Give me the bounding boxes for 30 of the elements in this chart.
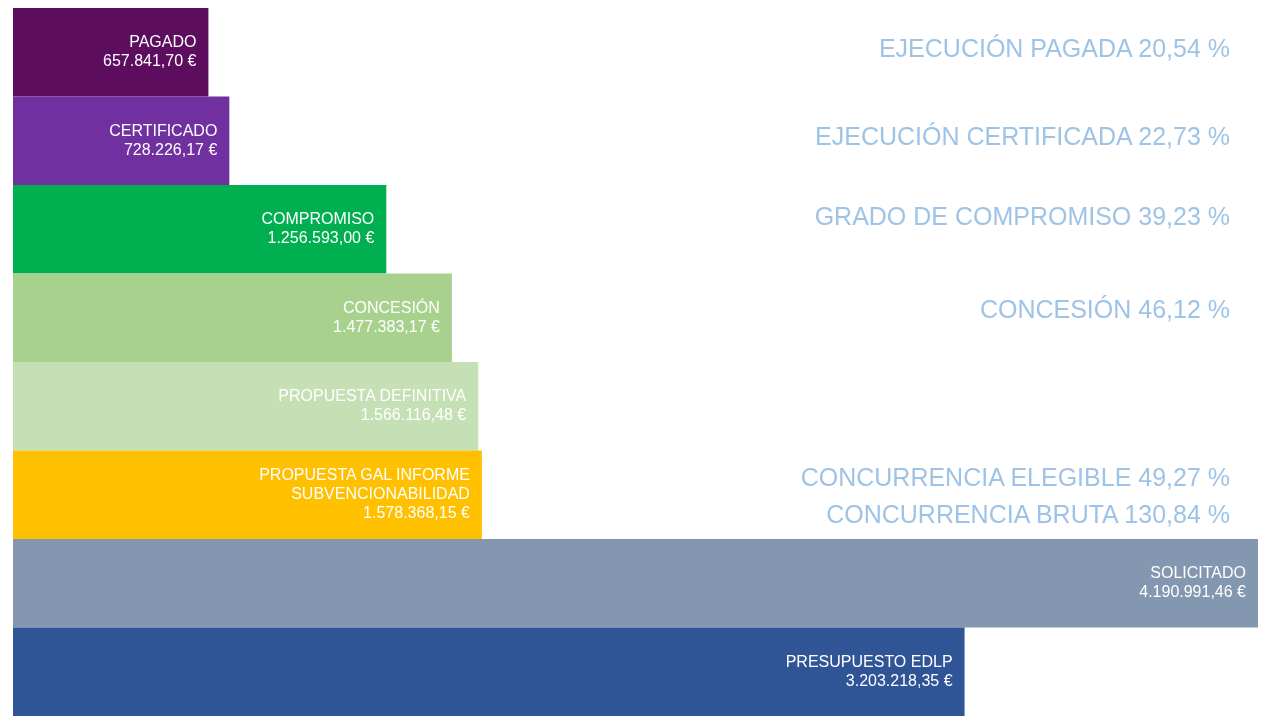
y-tick-label: PAGADO [129, 33, 197, 51]
y-tick-label: CONCESIÓN [342, 297, 440, 316]
data-label: 3.203.218,35 € [845, 671, 953, 689]
annotation: EJECUCIÓN CERTIFICADA 22,73 % [815, 122, 1230, 151]
bar [13, 539, 1258, 628]
data-label: 4.190.991,46 € [1139, 583, 1247, 601]
data-label: 657.841,70 € [103, 52, 197, 70]
bar [13, 8, 209, 97]
y-tick-label: CERTIFICADO [109, 121, 218, 139]
annotation: GRADO DE COMPROMISO 39,23 % [814, 201, 1230, 230]
annotation: CONCURRENCIA ELEGIBLE 49,27 % [800, 463, 1230, 492]
y-tick-label: SOLICITADO [1150, 564, 1246, 582]
bar [13, 185, 387, 274]
bar [13, 362, 479, 451]
annotation: CONCURRENCIA BRUTA 130,84 % [826, 500, 1230, 529]
bar [13, 96, 230, 185]
data-label: 1.566.116,48 € [360, 406, 467, 424]
annotation: EJECUCIÓN PAGADA 20,54 % [878, 33, 1230, 62]
y-tick-label: PRESUPUESTO EDLP [785, 652, 953, 670]
bar [13, 627, 965, 716]
data-label: 1.578.368,15 € [363, 504, 470, 522]
data-label: 728.226,17 € [123, 140, 218, 158]
bar [13, 273, 452, 362]
annotation: CONCESIÓN 46,12 % [979, 294, 1230, 323]
bar [13, 450, 482, 539]
y-tick-label: PROPUESTA GAL INFORME SUBVENCIONABILIDAD [259, 466, 470, 503]
data-label: 1.477.383,17 € [333, 317, 440, 335]
y-tick-label: COMPROMISO [261, 210, 375, 228]
data-label: 1.256.593,00 € [267, 229, 375, 247]
y-tick-label: PROPUESTA DEFINITIVA [278, 387, 467, 405]
